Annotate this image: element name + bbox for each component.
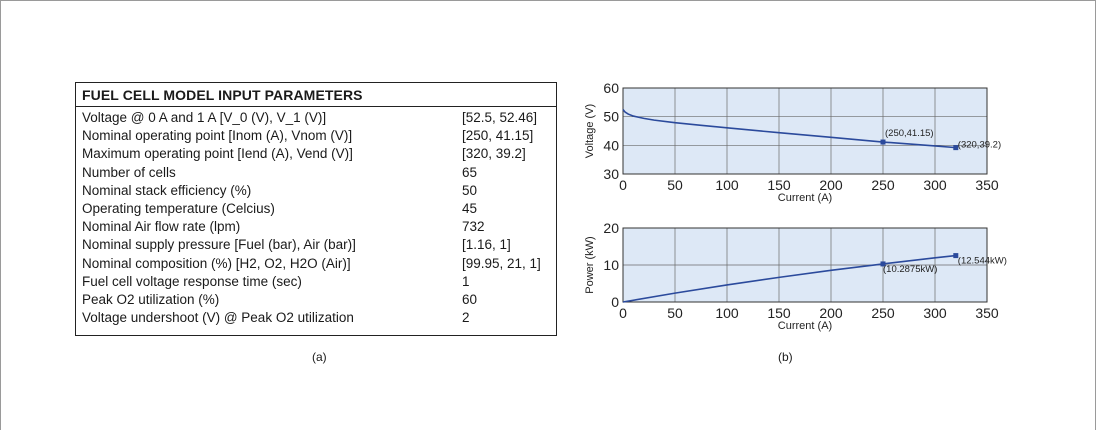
- x-tick-label: 250: [871, 177, 895, 193]
- parameter-value: 1: [462, 273, 470, 289]
- x-tick-label: 350: [975, 177, 999, 193]
- y-tick-label: 50: [603, 109, 619, 125]
- x-tick-label: 350: [975, 305, 999, 321]
- x-tick-label: 150: [767, 305, 791, 321]
- x-tick-label: 300: [923, 177, 947, 193]
- table-title: FUEL CELL MODEL INPUT PARAMETERS: [82, 87, 363, 103]
- parameter-value: [320, 39.2]: [462, 146, 526, 162]
- chart-2: 0 50 100 150 200 250 300 350 0 10 20 Current (A) Pow…: [584, 220, 1007, 332]
- chart-1: 0 50 100 150 200 250 300 350 30 40 50 60 Current (A)…: [584, 80, 1001, 204]
- x-axis-label: Current (A): [778, 320, 832, 332]
- parameter-label: Nominal stack efficiency (%): [82, 182, 252, 198]
- parameter-label: Number of cells: [82, 164, 176, 180]
- caption-b: (b): [778, 350, 793, 364]
- x-tick-label: 200: [819, 305, 843, 321]
- plot-border: [622, 227, 988, 303]
- table-row: Number of cells 65: [82, 165, 552, 181]
- data-point-label: (250,41.15): [885, 128, 934, 139]
- data-point-label: (10.2875kW): [883, 264, 937, 275]
- plot-area: [623, 88, 987, 174]
- x-tick-label: 100: [715, 305, 739, 321]
- series-line: [622, 108, 956, 149]
- data-point-marker: [880, 139, 886, 145]
- parameter-value: [250, 41.15]: [462, 128, 534, 144]
- x-tick-label: 150: [767, 177, 791, 193]
- x-tick-label: 300: [923, 305, 947, 321]
- parameter-label: Operating temperature (Celcius): [82, 201, 275, 216]
- y-tick-label: 60: [603, 80, 619, 96]
- x-tick-label: 100: [715, 177, 739, 193]
- data-point-marker: [880, 261, 886, 267]
- table-row: Nominal operating point [Inom (A), Vnom …: [82, 128, 552, 144]
- table-row: Nominal composition (%) [H2, O2, H2O (Ai…: [82, 256, 552, 272]
- parameter-value: 65: [462, 164, 478, 180]
- parameter-label: Nominal operating point [Inom (A), Vnom …: [82, 128, 353, 144]
- x-tick-label: 50: [667, 177, 683, 193]
- table-row: Operating temperature (Celcius) 45: [82, 201, 552, 217]
- x-tick-label: 250: [871, 305, 895, 321]
- parameter-label: Nominal supply pressure [Fuel (bar), Air…: [82, 237, 356, 253]
- y-tick-label: 20: [603, 220, 619, 236]
- parameter-value: 732: [462, 219, 485, 235]
- table-row: Voltage @ 0 A and 1 A [V_0 (V), V_1 (V)]…: [82, 110, 552, 126]
- parameter-value: [1.16, 1]: [462, 237, 511, 253]
- table-row: Nominal supply pressure [Fuel (bar), Air…: [82, 237, 552, 253]
- parameter-label: Nominal composition (%) [H2, O2, H2O (Ai…: [82, 255, 351, 271]
- y-axis-label: Power (kW): [584, 236, 596, 293]
- parameter-value: 45: [462, 201, 478, 216]
- x-tick-label: 50: [667, 305, 683, 321]
- parameter-label: Nominal Air flow rate (lpm): [82, 219, 241, 235]
- parameter-table: FUEL CELL MODEL INPUT PARAMETERS Voltage…: [75, 82, 557, 336]
- plot-border: [622, 87, 988, 175]
- parameter-value: [52.5, 52.46]: [462, 110, 538, 125]
- x-tick-label: 0: [619, 305, 627, 321]
- x-tick-label: 0: [619, 177, 627, 193]
- parameter-label: Fuel cell voltage response time (sec): [82, 273, 302, 289]
- parameter-label: Voltage @ 0 A and 1 A [V_0 (V), V_1 (V)]: [82, 110, 327, 125]
- table-row: Nominal stack efficiency (%) 50: [82, 183, 552, 199]
- parameter-label: Voltage undershoot (V) @ Peak O2 utiliza…: [82, 310, 354, 326]
- y-tick-label: 10: [603, 257, 619, 273]
- data-point-label: (12.544kW): [958, 256, 1007, 267]
- x-axis-label: Current (A): [778, 192, 832, 204]
- series-line: [622, 254, 956, 303]
- data-point-label: (320,39.2): [958, 140, 1001, 151]
- table-row: Nominal Air flow rate (lpm) 732: [82, 219, 552, 235]
- parameter-value: [99.95, 21, 1]: [462, 255, 541, 271]
- parameter-label: Maximum operating point [Iend (A), Vend …: [82, 146, 353, 162]
- parameter-label: Peak O2 utilization (%): [82, 292, 220, 307]
- y-tick-label: 40: [603, 137, 619, 153]
- parameter-value: 60: [462, 292, 478, 307]
- table-row: Peak O2 utilization (%) 60: [82, 292, 552, 308]
- parameter-value: 50: [462, 182, 478, 198]
- table-row: Fuel cell voltage response time (sec) 1: [82, 274, 552, 290]
- parameter-value: 2: [462, 310, 470, 326]
- y-tick-label: 0: [611, 294, 619, 310]
- y-axis-label: Voltage (V): [584, 104, 596, 158]
- title-divider: [76, 106, 556, 107]
- x-tick-label: 200: [819, 177, 843, 193]
- y-tick-label: 30: [603, 166, 619, 182]
- data-point-marker: [953, 145, 959, 151]
- caption-a: (a): [312, 350, 327, 364]
- table-row: Maximum operating point [Iend (A), Vend …: [82, 146, 552, 162]
- table-row: Voltage undershoot (V) @ Peak O2 utiliza…: [82, 310, 552, 326]
- data-point-marker: [953, 253, 959, 259]
